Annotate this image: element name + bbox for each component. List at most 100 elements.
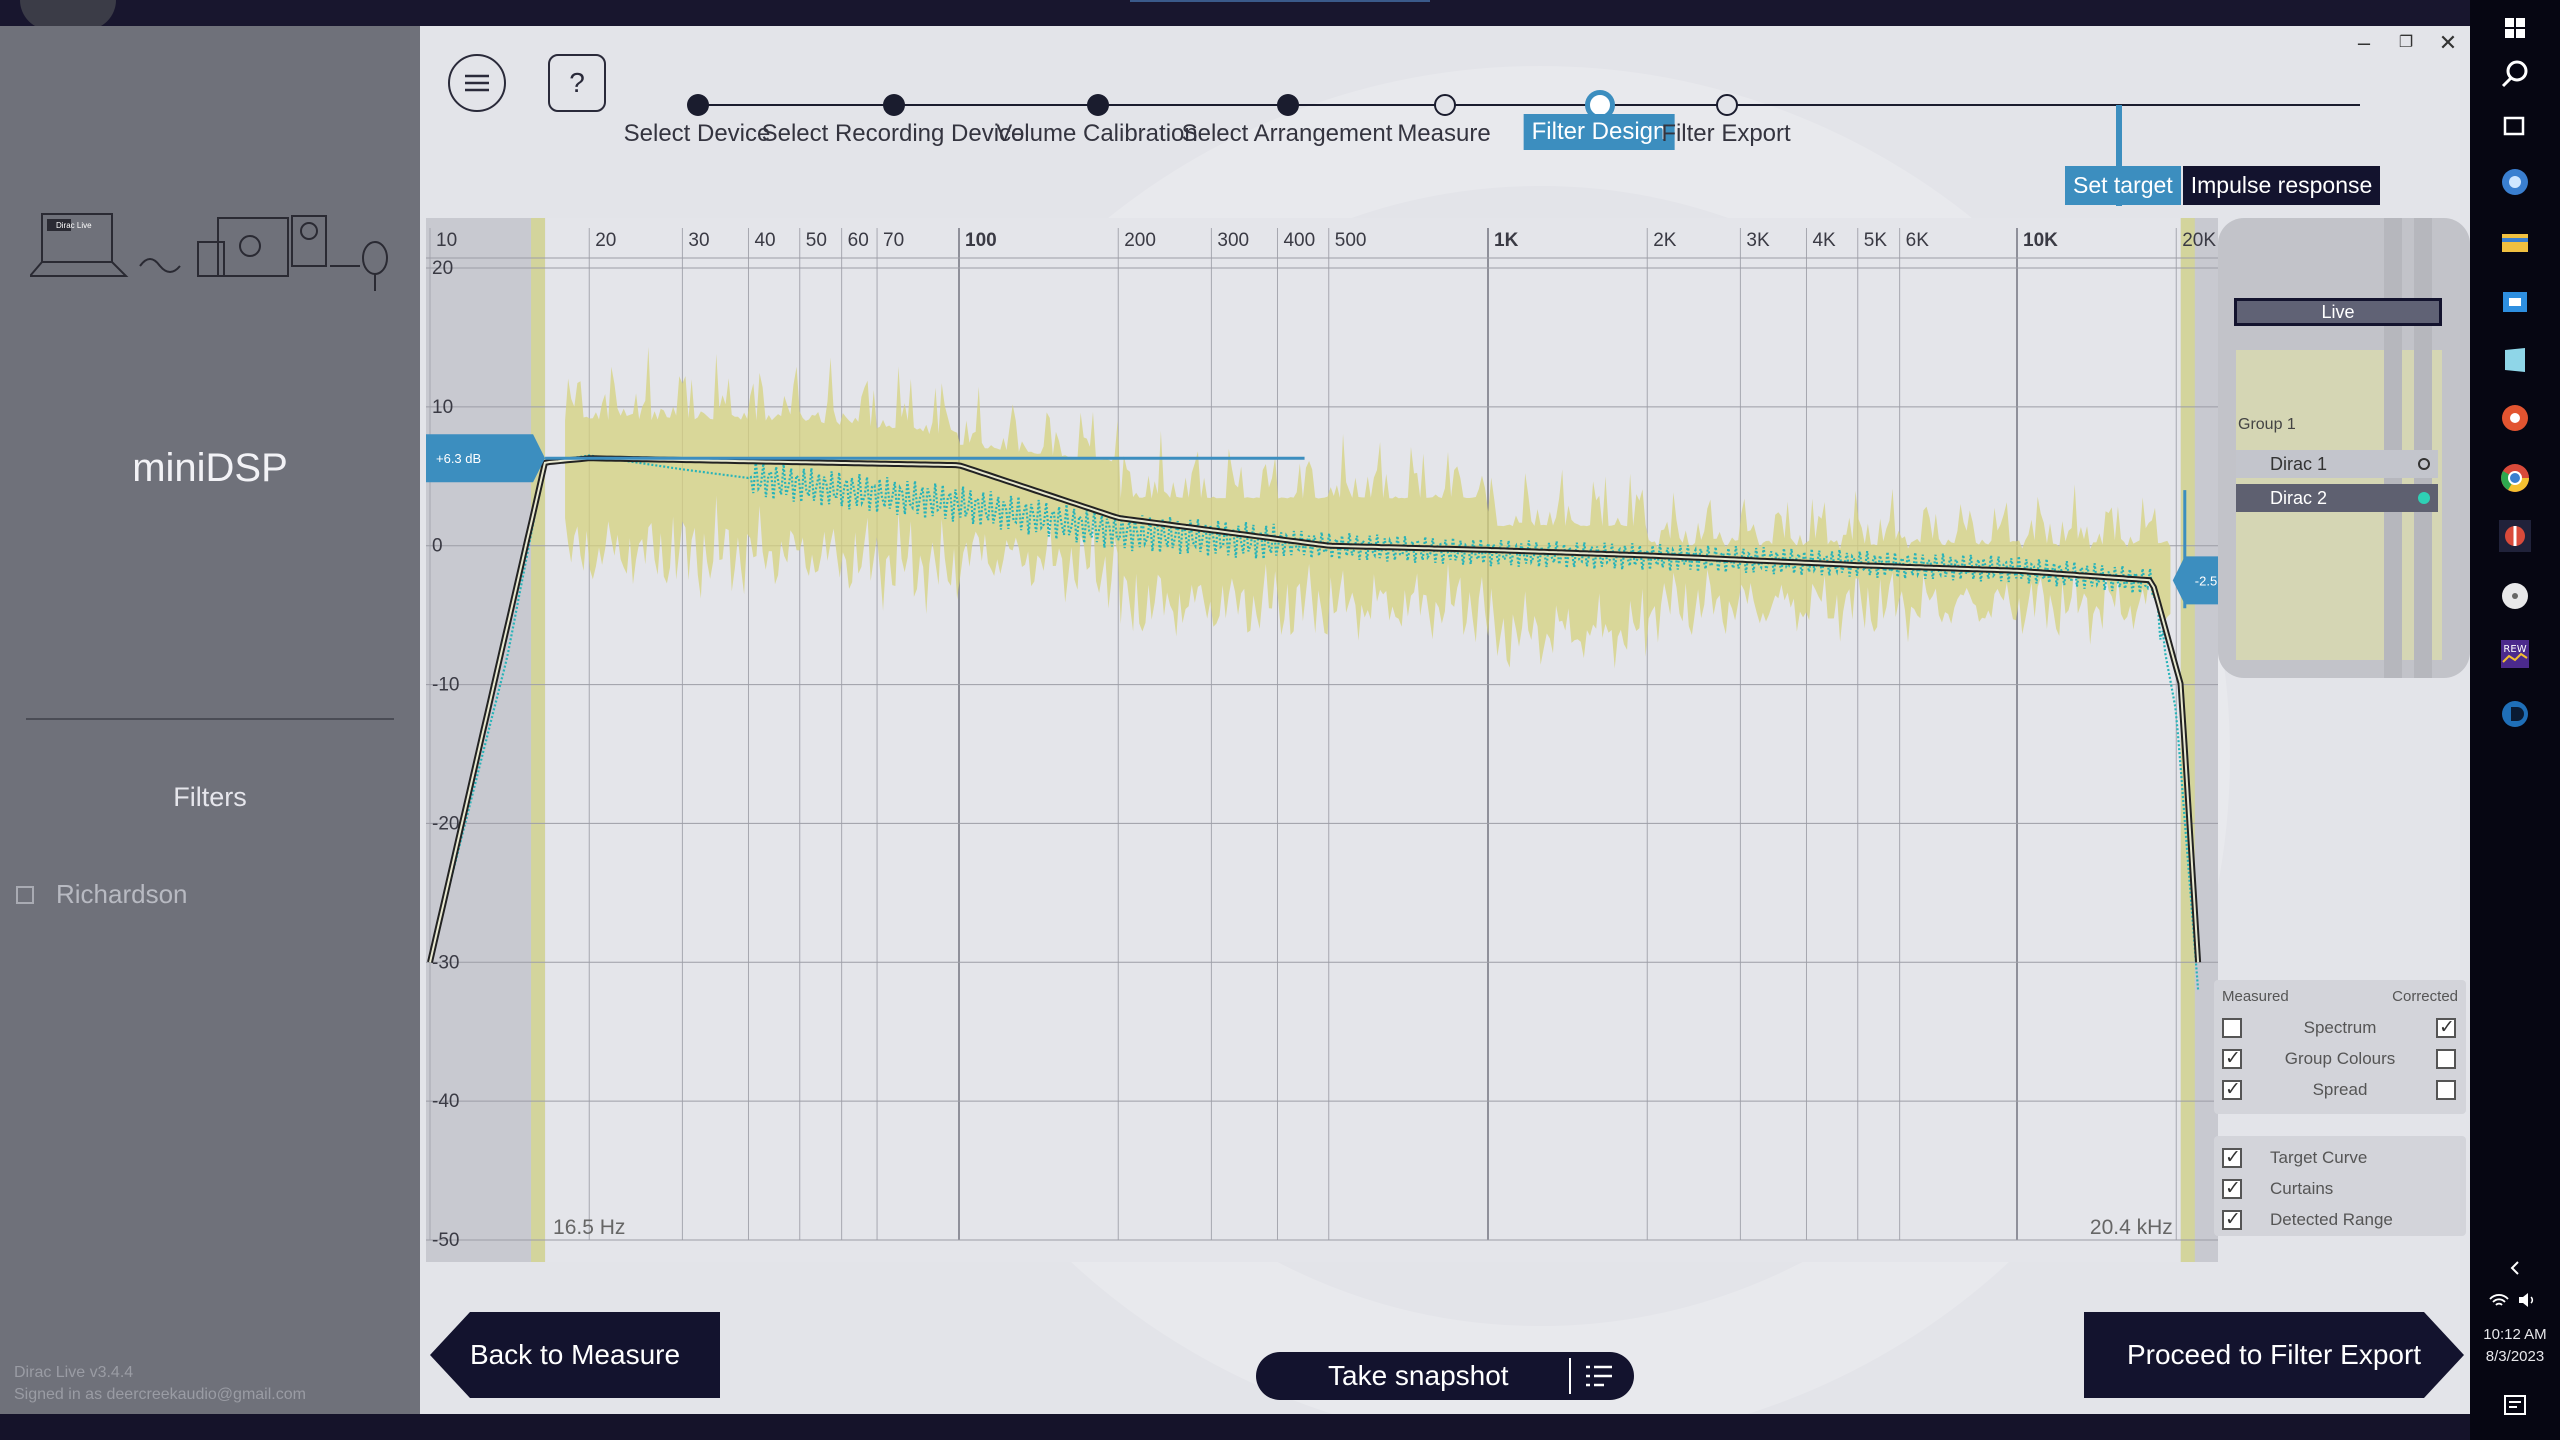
disc-app-icon[interactable]	[2499, 580, 2531, 612]
take-snapshot-button[interactable]: Take snapshot	[1256, 1352, 1634, 1400]
windows-start-icon[interactable]	[2503, 12, 2527, 44]
measured-group-colours-checkbox[interactable]	[2222, 1047, 2242, 1070]
wizard-stepper: Select Device Select Recording Device Volu…	[420, 26, 2470, 226]
dirac-app-icon[interactable]	[2499, 698, 2531, 730]
globe-app-icon[interactable]	[2499, 166, 2531, 198]
channel-item[interactable]: Dirac 1	[2236, 450, 2438, 478]
legend-option-label: Curtains	[2270, 1179, 2334, 1198]
detected-range-checkbox[interactable]	[2222, 1208, 2242, 1231]
detected-range-high	[2180, 218, 2195, 1262]
corrected-group-colours-checkbox[interactable]	[2436, 1049, 2456, 1069]
groups-panel: Live Group 1 Dirac 1 Dirac 2	[2218, 218, 2470, 678]
step-label-filter-export[interactable]: Filter Export	[1661, 120, 1791, 147]
target-curve	[429, 457, 2200, 963]
legend-panel: Measured Corrected Spectrum Group Colour…	[2214, 980, 2466, 1250]
legend-corrected-label: Corrected	[2392, 988, 2458, 1005]
bottom-bar	[0, 1414, 2470, 1440]
notepad-app-icon[interactable]	[2499, 344, 2531, 376]
x-tick-label: 5K	[1864, 230, 1888, 251]
x-tick-label: 4K	[1812, 230, 1836, 251]
dirac-live-icon[interactable]	[2499, 520, 2531, 552]
tab-impulse-response[interactable]: Impulse response	[2182, 166, 2381, 205]
tab-set-target[interactable]: Set target	[2065, 166, 2181, 205]
measured-spread-band	[565, 346, 2171, 669]
x-tick-label: 10K	[2023, 230, 2058, 251]
svg-text:Dirac Live: Dirac Live	[56, 221, 92, 230]
response-chart[interactable]: 10 20 30 40 50 60 70 100 200 300 400 500 1K 2K 3K 4K 5K 6…	[426, 218, 2218, 1262]
help-button[interactable]: ?	[548, 54, 606, 112]
step-dot-volume-calibration[interactable]	[1087, 94, 1109, 116]
x-tick-label: 200	[1124, 230, 1156, 251]
legend-row-label: Group Colours	[2284, 1049, 2396, 1068]
corrected-spectrum-checkbox[interactable]	[2436, 1016, 2456, 1039]
restore-button[interactable]: ❐	[2398, 34, 2414, 51]
step-label-select-arrangement[interactable]: Select Arrangement	[1181, 120, 1393, 147]
legend-measured-box	[2214, 980, 2466, 1114]
close-button[interactable]: ✕	[2438, 30, 2458, 55]
detected-range-low	[531, 218, 546, 1262]
target-curve-checkbox[interactable]	[2222, 1146, 2242, 1169]
media-app-icon[interactable]	[2499, 402, 2531, 434]
sidebar: Dirac Live miniDSP Filters Richardson Di…	[0, 26, 420, 1414]
target-high-handle-label: -2.5 dB	[2195, 573, 2218, 588]
version-label: Dirac Live v3.4.4	[14, 1364, 134, 1381]
y-tick-label: 10	[432, 397, 453, 418]
step-dot-select-recording-device[interactable]	[883, 94, 905, 116]
wifi-icon[interactable]	[2488, 1284, 2510, 1316]
x-tick-label: 2K	[1653, 230, 1677, 251]
sidebar-divider	[26, 718, 394, 720]
step-label-filter-design[interactable]: Filter Design	[1523, 114, 1675, 150]
channel-item[interactable]: Dirac 2	[2236, 484, 2438, 512]
proceed-to-filter-export-button[interactable]: Proceed to Filter Export	[2084, 1312, 2464, 1398]
step-label-select-device[interactable]: Select Device	[623, 120, 771, 147]
step-label-measure[interactable]: Measure	[1397, 120, 1491, 147]
signed-in-label: Signed in as deercreekaudio@gmail.com	[14, 1386, 306, 1403]
chrome-icon[interactable]	[2499, 462, 2531, 494]
filters-heading: Filters	[173, 782, 247, 812]
curtains-checkbox[interactable]	[2222, 1177, 2242, 1200]
step-dot-filter-export[interactable]	[1716, 94, 1738, 116]
groups-panel-bg	[2218, 218, 2470, 678]
minimize-button[interactable]: –	[2357, 30, 2371, 55]
step-dot-measure[interactable]	[1434, 94, 1456, 116]
x-tick-label: 20K	[2182, 230, 2216, 251]
step-label-volume-calibration[interactable]: Volume Calibration	[996, 120, 1198, 147]
step-dot-select-arrangement[interactable]	[1277, 94, 1299, 116]
snapshot-list-icon[interactable]	[1584, 1362, 1614, 1390]
step-label-select-recording-device[interactable]: Select Recording Device	[761, 120, 1025, 147]
filter-checkbox[interactable]	[16, 885, 34, 904]
channel-label: Dirac 2	[2270, 488, 2328, 508]
menu-button[interactable]	[448, 54, 506, 112]
filter-item[interactable]: Richardson	[16, 879, 188, 910]
measured-spectrum-checkbox[interactable]	[2222, 1018, 2242, 1038]
x-tick-label: 3K	[1746, 230, 1770, 251]
live-toggle[interactable]: Live	[2234, 298, 2442, 326]
y-tick-label: 20	[432, 258, 453, 279]
task-view-icon[interactable]	[2499, 110, 2531, 142]
dirac-setup-illustration: Dirac Live	[30, 213, 388, 291]
y-tick-label: 0	[432, 536, 443, 557]
search-icon[interactable]	[2499, 58, 2531, 90]
taskbar: REW	[2470, 0, 2560, 1440]
hamburger-icon	[465, 74, 489, 92]
volume-icon[interactable]	[2516, 1284, 2538, 1316]
version-info: Dirac Live v3.4.4 Signed in as deercreek…	[14, 1362, 306, 1406]
x-tick-label: 6K	[1906, 230, 1930, 251]
notifications-icon[interactable]	[2502, 1390, 2528, 1422]
curtain-low-label: 16.5 Hz	[553, 1216, 625, 1239]
taskbar-clock[interactable]: 10:12 AM 8/3/2023	[2470, 1324, 2560, 1368]
chevron-left-icon[interactable]	[2505, 1252, 2525, 1284]
file-explorer-icon[interactable]	[2499, 226, 2531, 258]
store-icon[interactable]	[2499, 286, 2531, 318]
back-to-measure-button[interactable]: Back to Measure	[430, 1312, 720, 1398]
y-tick-label: -30	[432, 952, 459, 973]
x-tick-label: 10	[436, 230, 457, 251]
rew-icon[interactable]: REW	[2499, 638, 2531, 670]
measured-spread-checkbox[interactable]	[2222, 1078, 2242, 1101]
device-brand: miniDSP	[132, 446, 288, 490]
target-low-handle-label: +6.3 dB	[436, 451, 481, 466]
title-bar	[0, 0, 2470, 26]
corrected-spread-checkbox[interactable]	[2436, 1080, 2456, 1100]
group-name: Group 1	[2238, 416, 2296, 433]
step-dot-select-device[interactable]	[687, 94, 709, 116]
